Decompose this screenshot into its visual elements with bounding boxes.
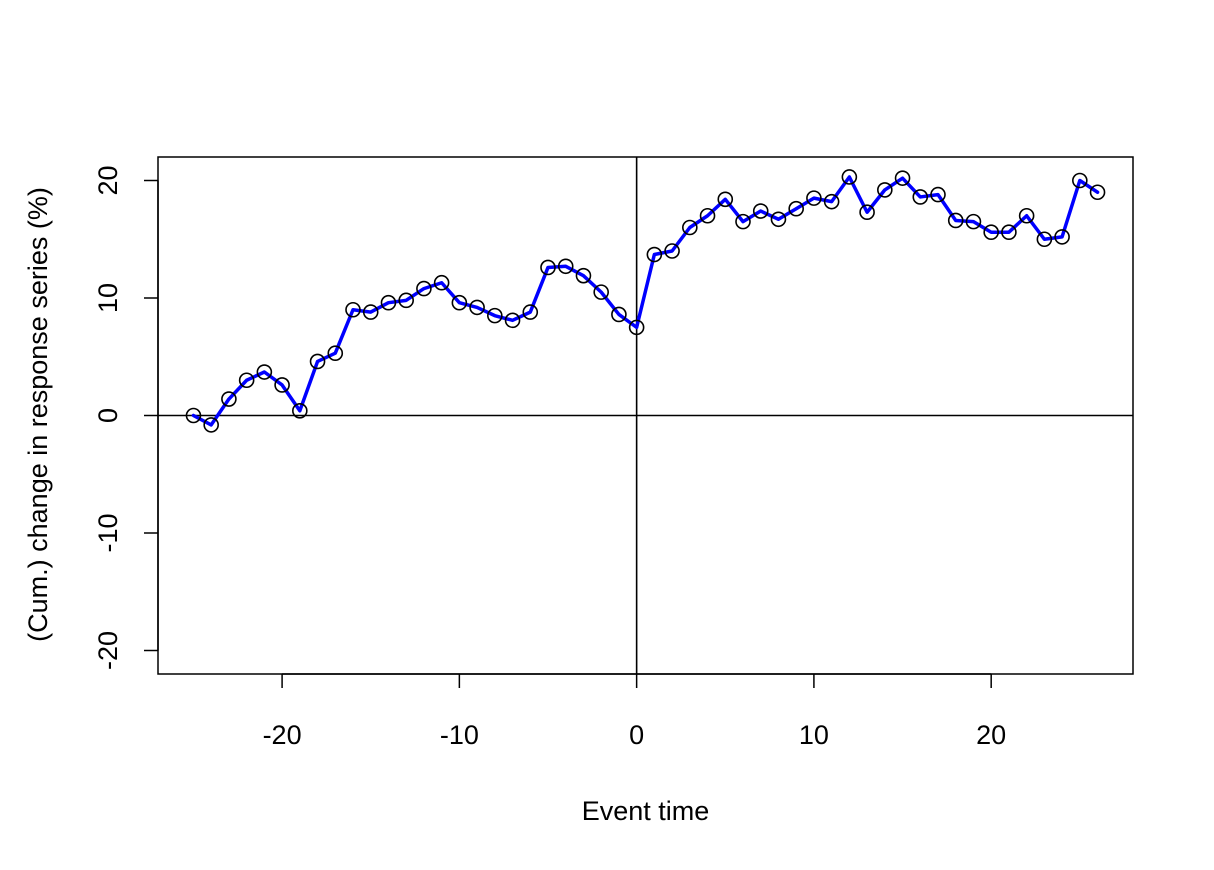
data-point [1072, 172, 1088, 189]
x-tick-label: 0 [629, 720, 644, 750]
data-point [256, 364, 273, 380]
data-point [788, 200, 804, 217]
y-tick-label: 10 [93, 283, 123, 313]
data-point [841, 169, 858, 185]
data-point [1018, 207, 1035, 224]
x-tick-label: -20 [263, 720, 302, 750]
data-point [1036, 231, 1053, 248]
data-point [469, 299, 485, 316]
x-axis-label: Event time [582, 796, 710, 826]
data-point [593, 284, 609, 300]
data-point [646, 246, 663, 263]
data-point [965, 213, 982, 230]
data-point [433, 274, 450, 291]
data-point [664, 243, 680, 259]
data-point [894, 170, 911, 186]
data-point [557, 258, 574, 275]
data-point [575, 267, 592, 284]
data-point [522, 304, 539, 320]
y-tick-label: 0 [93, 408, 123, 423]
data-point [1054, 229, 1070, 245]
data-point [912, 189, 929, 205]
data-point [274, 377, 290, 393]
data-point [238, 372, 255, 389]
data-point [398, 292, 414, 309]
data-point [309, 353, 326, 370]
data-point [487, 307, 503, 324]
x-tick-label: -10 [440, 720, 479, 750]
data-point [504, 312, 521, 329]
data-point [930, 186, 946, 203]
data-point [203, 417, 219, 433]
x-tick-label: 10 [799, 720, 829, 750]
data-point [752, 203, 769, 219]
reference-lines [158, 157, 1133, 674]
data-point [451, 294, 468, 311]
series-layer [185, 169, 1106, 433]
y-axis: -20 -10 0 10 20 [93, 165, 159, 670]
data-point [983, 224, 999, 240]
data-point [682, 219, 698, 236]
y-tick-label: -20 [93, 631, 123, 670]
data-point [327, 345, 344, 362]
y-tick-label: -10 [93, 513, 123, 552]
data-point [735, 213, 751, 230]
x-axis: -20 -10 0 10 20 [263, 673, 1006, 750]
data-point [717, 191, 734, 208]
data-point [628, 319, 645, 336]
data-point [185, 407, 202, 424]
data-point [806, 190, 822, 206]
data-point [416, 280, 432, 297]
data-point [877, 182, 893, 198]
data-point [859, 204, 875, 221]
series-line [191, 175, 1100, 427]
data-point [1001, 224, 1017, 240]
data-point [380, 294, 397, 311]
y-tick-label: 20 [93, 165, 123, 195]
data-point [221, 391, 237, 407]
series-1 [185, 169, 1106, 433]
data-point [699, 207, 716, 224]
data-point [362, 304, 379, 320]
data-point [345, 301, 361, 318]
data-point [947, 212, 964, 229]
data-point [540, 259, 556, 276]
data-point [292, 402, 308, 419]
data-point [1089, 184, 1106, 201]
y-axis-label: (Cum.) change in response series (%) [23, 187, 53, 642]
data-point [611, 306, 627, 323]
x-tick-label: 20 [976, 720, 1006, 750]
data-point [770, 211, 787, 228]
data-point [823, 193, 840, 210]
